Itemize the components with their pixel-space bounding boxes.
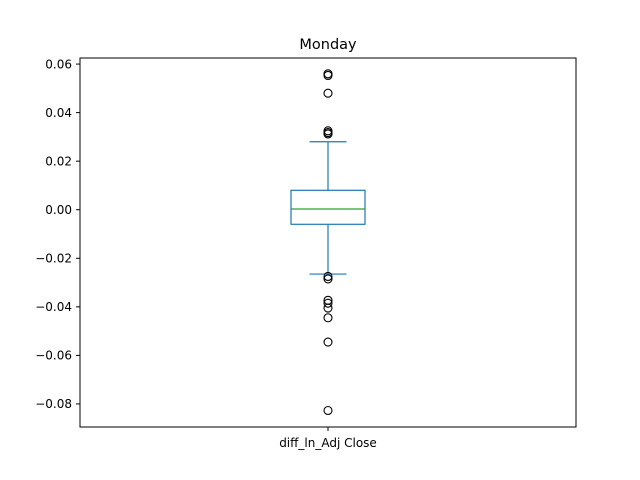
interquartile-box	[290, 189, 366, 225]
x-axis: diff_ln_Adj Close	[279, 427, 377, 450]
plot-area	[290, 69, 366, 416]
y-tick-label: 0.00	[45, 203, 72, 217]
outlier-point	[323, 271, 333, 282]
outlier-point	[323, 337, 333, 347]
y-tick-label: −0.02	[35, 252, 72, 266]
outlier-point	[323, 313, 333, 323]
outlier-point	[323, 405, 333, 416]
y-tick-label: −0.06	[35, 349, 72, 363]
y-tick-label: −0.08	[35, 397, 72, 411]
y-tick-label: 0.04	[45, 106, 72, 120]
outlier-point	[323, 70, 333, 81]
outlier-point	[323, 88, 333, 98]
outlier-point	[323, 129, 333, 139]
plot-frame	[79, 57, 577, 428]
outlier-point	[323, 274, 333, 284]
y-tick-label: −0.04	[35, 300, 72, 314]
y-axis: 0.06 0.04 0.02 0.00 −0.02 −0.04 −0.06 −0.08	[35, 57, 80, 411]
outlier-point	[323, 298, 333, 308]
chart-title: Monday	[299, 37, 357, 53]
y-tick-label: 0.02	[45, 154, 72, 168]
y-tick-label: 0.06	[45, 57, 72, 71]
x-tick-label: diff_ln_Adj Close	[279, 436, 377, 450]
outlier-point	[323, 303, 333, 313]
